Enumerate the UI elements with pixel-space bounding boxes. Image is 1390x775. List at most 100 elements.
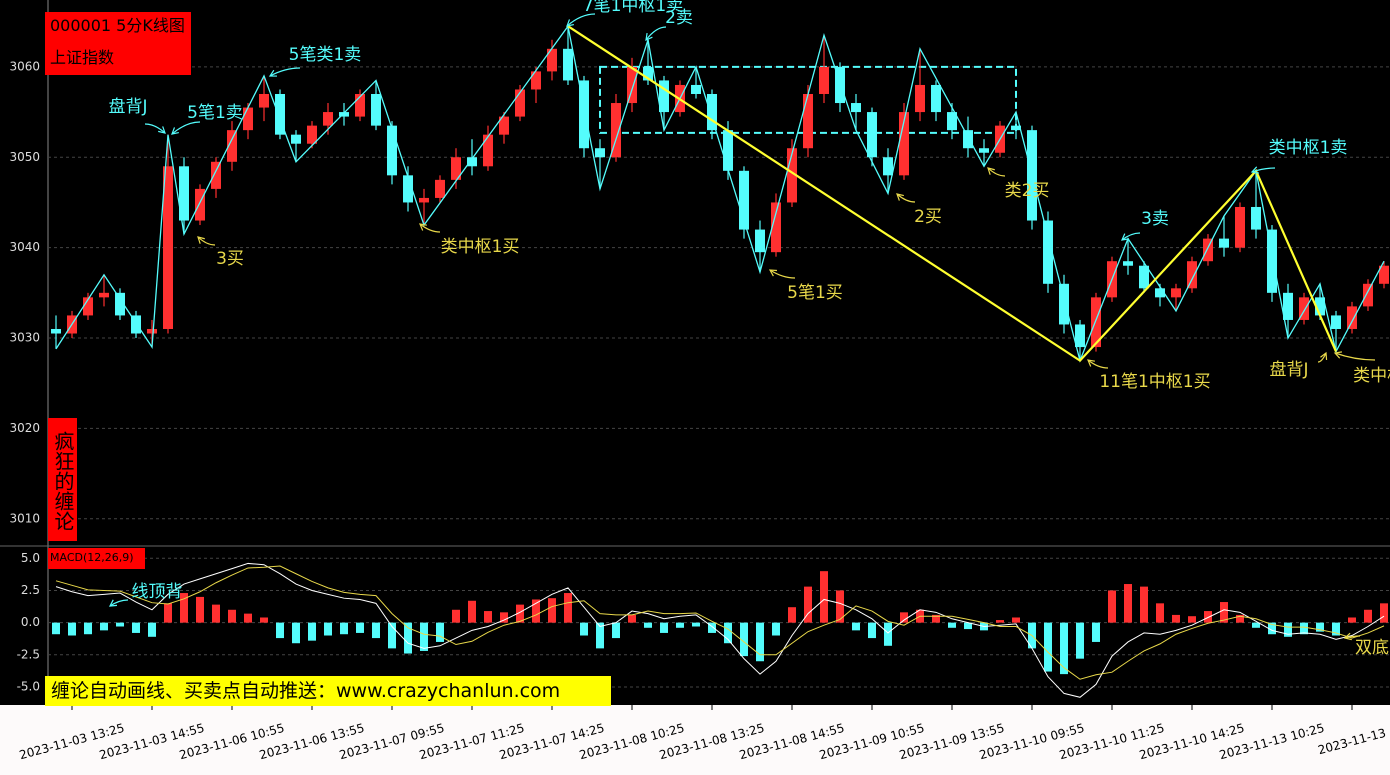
candle-body [1299, 297, 1309, 320]
macd-bar [532, 599, 540, 623]
candle-body [1059, 283, 1069, 325]
candle-body [1363, 283, 1373, 307]
macd-bar [324, 622, 332, 636]
candle-body [243, 107, 253, 131]
macd-bar [436, 622, 444, 642]
arrow-head [268, 69, 278, 77]
candle-body [643, 66, 653, 81]
candle-body [931, 84, 941, 113]
candle-body [371, 93, 381, 126]
arrow-head [1121, 233, 1130, 241]
candle-body [915, 84, 925, 113]
macd-bar [276, 622, 284, 639]
arrow-head [1333, 351, 1343, 359]
macd-bar [1124, 584, 1132, 623]
macd-bar [1316, 622, 1324, 632]
candle-body [899, 112, 909, 176]
candle-body [979, 148, 989, 153]
macd-bar [356, 622, 364, 633]
candle-body [883, 157, 893, 176]
macd-bar [564, 593, 572, 623]
segment-line [567, 25, 1338, 363]
candle-body [1139, 265, 1149, 289]
macd-bar [132, 622, 140, 633]
annotation: 双底 [1355, 638, 1389, 658]
macd-bar [868, 622, 876, 639]
macd-bar [1364, 609, 1372, 623]
candle-body [947, 112, 957, 131]
macd-bar [452, 609, 460, 623]
price-plot [51, 24, 1389, 363]
chart-subtitle: 上证指数 [50, 48, 115, 67]
macd-bar [1076, 622, 1084, 659]
macd-bar [900, 612, 908, 623]
annotation: 类中枢1买 [1353, 366, 1390, 386]
macd-bar [1236, 614, 1244, 623]
annotation-arrow [1121, 232, 1141, 241]
candle-body [771, 202, 781, 253]
macd-bar [852, 622, 860, 631]
macd-bar [1300, 622, 1308, 635]
y-tick-label: 3040 [9, 240, 40, 254]
side-text: 疯狂的缠论 [48, 418, 77, 541]
candle-body [819, 66, 829, 94]
macd-bar [1012, 617, 1020, 623]
macd-tick-label: 2.5 [21, 583, 40, 597]
candle-body [691, 84, 701, 94]
macd-bar [964, 622, 972, 630]
annotation: 2买 [914, 207, 942, 227]
macd-bar [1044, 622, 1052, 672]
candle-body [1315, 297, 1325, 316]
macd-bar [116, 622, 124, 627]
macd-bar [1140, 586, 1148, 623]
macd-bar [932, 614, 940, 623]
candle-body [1171, 288, 1181, 298]
annotation: 3卖 [1141, 209, 1169, 229]
y-tick-label: 3050 [9, 150, 40, 164]
candle-body [499, 116, 509, 135]
macd-bar [100, 622, 108, 631]
candle-body [627, 66, 637, 104]
macd-bar [724, 622, 732, 644]
candle-body [1155, 288, 1165, 298]
candle-body [963, 130, 973, 149]
arrow-head [419, 223, 427, 231]
macd-bar [244, 613, 252, 623]
annotation-arrow [896, 193, 916, 203]
candle-body [515, 89, 525, 117]
candle-body [467, 157, 477, 167]
candle-body [1011, 125, 1021, 131]
annotation-arrow [109, 599, 129, 607]
macd-bar [1188, 616, 1196, 623]
macd-bar [372, 622, 380, 639]
arrow-head [768, 269, 778, 277]
annotation: 5笔1买 [787, 283, 843, 303]
arrow-head [987, 167, 995, 175]
macd-bar [484, 611, 492, 623]
candle-body [259, 93, 269, 108]
annotation: 5笔类1卖 [289, 45, 362, 65]
candle-body [1043, 220, 1053, 284]
macd-tick-label: -5.0 [17, 679, 40, 693]
macd-tick-label: 5.0 [21, 551, 40, 565]
macd-bar [612, 622, 620, 639]
macd-bar [884, 622, 892, 646]
annotation-arrow [269, 67, 301, 77]
candle-body [1123, 261, 1133, 266]
candle-body [147, 328, 157, 334]
candle-body [851, 103, 861, 113]
candle-body [803, 93, 813, 149]
y-tick-label: 3020 [9, 421, 40, 435]
macd-bar [1060, 622, 1068, 675]
annotation-arrow [769, 269, 796, 279]
macd-bar [1172, 614, 1180, 623]
macd-bar [708, 622, 716, 633]
macd-bar [260, 617, 268, 623]
macd-bar [308, 622, 316, 641]
candle-body [387, 125, 397, 176]
candle-body [867, 112, 877, 158]
annotation: 7笔1中枢1卖 [583, 0, 683, 16]
annotation-arrow [1334, 352, 1376, 361]
